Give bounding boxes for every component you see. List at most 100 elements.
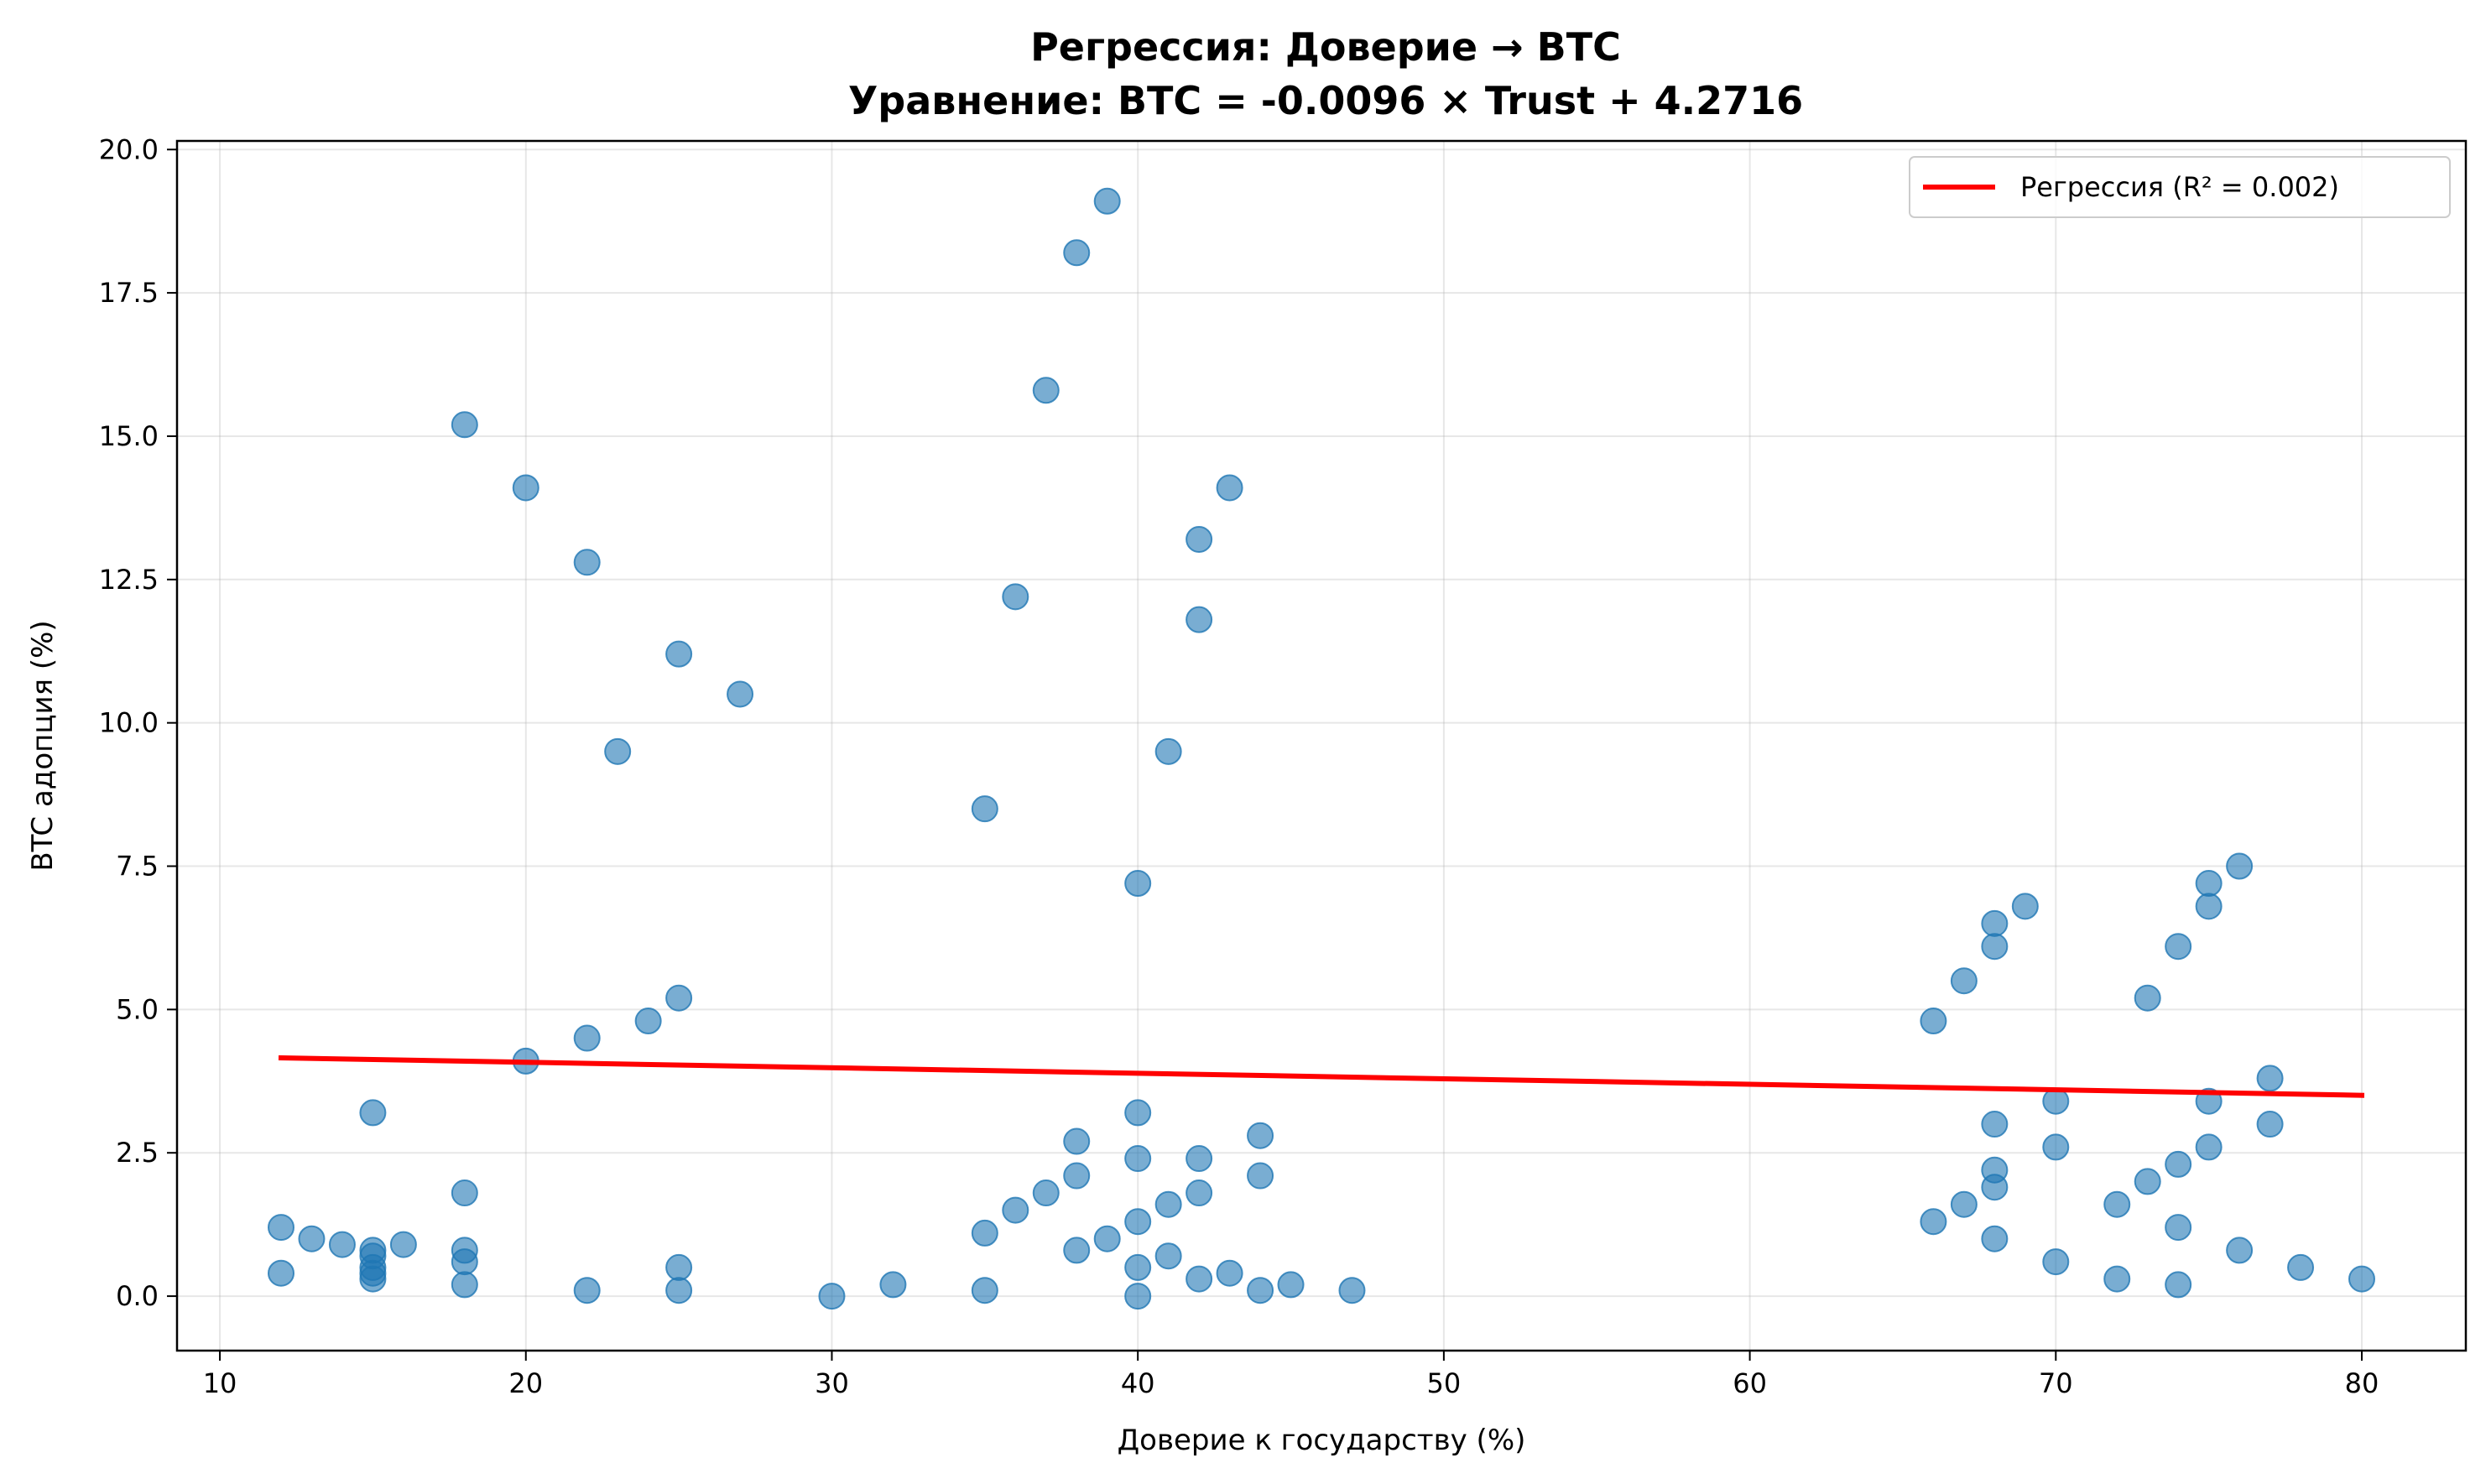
data-point <box>1124 1099 1152 1127</box>
y-tick-label: 7.5 <box>116 851 159 883</box>
x-tick-label: 10 <box>203 1367 237 1399</box>
data-point <box>2287 1253 2315 1281</box>
data-point <box>2256 1111 2284 1138</box>
data-point <box>451 411 478 439</box>
data-point <box>451 1179 478 1207</box>
x-tick-label: 40 <box>1121 1367 1155 1399</box>
data-point <box>1247 1277 1274 1304</box>
data-point <box>2195 870 2223 898</box>
y-tick-label: 12.5 <box>99 564 159 596</box>
data-point <box>1981 933 2009 961</box>
data-point <box>634 1008 662 1035</box>
legend-label: Регрессия (R² = 0.002) <box>2020 171 2339 203</box>
data-point <box>2165 1271 2192 1299</box>
legend: Регрессия (R² = 0.002) <box>1909 156 2451 218</box>
data-point <box>1063 1127 1091 1155</box>
y-axis-ticks: 0.0 2.5 5.0 7.5 10.0 12.5 15.0 17.5 20.0 <box>99 133 177 1312</box>
data-point <box>1063 1237 1091 1264</box>
data-point <box>879 1271 907 1299</box>
data-point <box>389 1231 417 1258</box>
y-tick-label: 0.0 <box>116 1280 159 1312</box>
data-point <box>971 795 998 823</box>
data-point <box>359 1099 387 1127</box>
data-point <box>298 1225 326 1252</box>
regression-line-group <box>278 1054 2365 1098</box>
data-point <box>1981 1174 2009 1201</box>
data-point <box>971 1219 998 1247</box>
data-point <box>971 1277 998 1304</box>
grid-lines <box>177 141 2466 1351</box>
data-point <box>2042 1133 2070 1161</box>
y-tick-label: 17.5 <box>99 277 159 309</box>
data-point <box>1981 909 2009 937</box>
data-point <box>1981 1225 2009 1252</box>
y-tick-label: 15.0 <box>99 420 159 452</box>
data-point <box>2165 933 2192 961</box>
y-tick-label: 5.0 <box>116 993 159 1025</box>
data-point <box>1920 1208 1947 1236</box>
data-point <box>1247 1162 1274 1190</box>
data-point <box>2195 893 2223 920</box>
data-point <box>1124 1208 1152 1236</box>
data-point <box>2256 1065 2284 1092</box>
data-point <box>1124 870 1152 898</box>
data-point <box>2103 1265 2131 1293</box>
x-tick-label: 20 <box>508 1367 543 1399</box>
data-point <box>573 1024 601 1052</box>
x-axis-label: Доверие к государству (%) <box>1118 1424 1526 1457</box>
data-point <box>818 1283 846 1310</box>
x-tick-label: 70 <box>2039 1367 2073 1399</box>
data-point <box>2165 1214 2192 1242</box>
data-point <box>1154 1190 1182 1218</box>
data-point <box>2042 1248 2070 1276</box>
data-point <box>512 474 539 502</box>
data-point <box>1154 1242 1182 1270</box>
data-point <box>1216 474 1243 502</box>
data-point <box>665 640 693 668</box>
data-point <box>451 1248 478 1276</box>
data-point <box>2134 1168 2161 1195</box>
regression-line <box>278 1054 2365 1098</box>
data-point <box>2348 1265 2375 1293</box>
data-point <box>2103 1190 2131 1218</box>
x-tick-label: 30 <box>815 1367 849 1399</box>
data-point <box>1216 1259 1243 1287</box>
data-point <box>1093 187 1121 215</box>
data-point <box>665 1277 693 1304</box>
data-point <box>1920 1008 1947 1035</box>
data-points <box>268 187 2375 1310</box>
data-point <box>1002 1196 1029 1224</box>
x-tick-label: 50 <box>1427 1367 1462 1399</box>
x-tick-label: 80 <box>2345 1367 2379 1399</box>
chart-title: Регрессия: Доверие → BTC <box>1030 24 1621 70</box>
data-point <box>665 1253 693 1281</box>
data-point <box>665 984 693 1012</box>
x-tick-label: 60 <box>1733 1367 1767 1399</box>
data-point <box>1124 1283 1152 1310</box>
data-point <box>2226 852 2254 880</box>
data-point <box>1950 967 1978 995</box>
data-point <box>268 1259 294 1287</box>
data-point <box>2011 893 2039 920</box>
data-point <box>1277 1271 1305 1299</box>
data-point <box>1154 737 1182 765</box>
data-point <box>1124 1145 1152 1173</box>
data-point <box>2226 1237 2254 1264</box>
data-point <box>1063 1162 1091 1190</box>
y-tick-label: 2.5 <box>116 1137 159 1169</box>
data-point <box>2195 1133 2223 1161</box>
y-tick-label: 20.0 <box>99 133 159 165</box>
data-point <box>328 1231 356 1258</box>
data-point <box>1002 583 1029 611</box>
data-point <box>451 1271 478 1299</box>
data-point <box>1950 1190 1978 1218</box>
data-point <box>604 737 632 765</box>
data-point <box>1338 1277 1366 1304</box>
data-point <box>1247 1122 1274 1149</box>
data-point <box>1186 1179 1213 1207</box>
data-point <box>573 549 601 576</box>
y-tick-label: 10.0 <box>99 707 159 739</box>
data-point <box>1186 525 1213 553</box>
data-point <box>359 1265 387 1293</box>
